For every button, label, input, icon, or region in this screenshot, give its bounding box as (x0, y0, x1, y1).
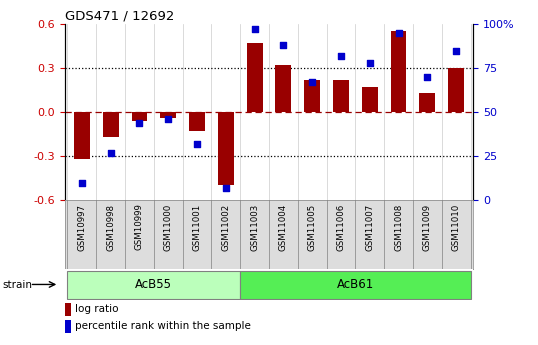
Text: GSM11006: GSM11006 (336, 204, 345, 251)
Point (337, 53, 345, 59)
Text: log ratio: log ratio (75, 304, 118, 314)
Text: GSM10998: GSM10998 (106, 204, 115, 250)
Text: strain: strain (3, 280, 33, 289)
Point (452, 48, 461, 53)
Point (365, 60, 374, 66)
Text: GSM11001: GSM11001 (193, 204, 202, 251)
Text: GSM11003: GSM11003 (250, 204, 259, 251)
Bar (362, 87, 378, 112)
Bar (131, 112, 147, 121)
Text: GSM11010: GSM11010 (452, 204, 461, 251)
Point (308, 79, 316, 85)
Text: GSM10999: GSM10999 (135, 204, 144, 250)
Bar (65, 303, 71, 316)
Point (135, 120, 144, 126)
Point (77, 180, 86, 185)
Bar (218, 112, 233, 186)
Point (423, 74, 431, 80)
Text: percentile rank within the sample: percentile rank within the sample (75, 322, 251, 331)
Text: AcB55: AcB55 (136, 278, 172, 291)
Bar (67, 270, 240, 298)
Point (250, 27, 259, 32)
Bar (333, 80, 349, 112)
Bar (420, 93, 435, 112)
Bar (65, 320, 71, 333)
Bar (391, 31, 407, 112)
Point (222, 185, 230, 190)
Bar (305, 80, 320, 112)
Bar (247, 43, 263, 112)
Text: GSM10997: GSM10997 (77, 204, 86, 250)
Text: GSM11008: GSM11008 (394, 204, 403, 251)
Bar (275, 65, 291, 112)
Point (107, 150, 115, 155)
Text: GSM11009: GSM11009 (423, 204, 432, 251)
Bar (448, 68, 464, 112)
Text: GSM11002: GSM11002 (221, 204, 230, 251)
Bar (189, 112, 205, 131)
Text: AcB61: AcB61 (337, 278, 374, 291)
Bar (240, 270, 471, 298)
Point (279, 42, 288, 48)
Text: GSM11007: GSM11007 (365, 204, 374, 251)
Point (193, 141, 201, 147)
Text: GSM11004: GSM11004 (279, 204, 288, 251)
Text: GSM11005: GSM11005 (308, 204, 317, 251)
Point (164, 116, 173, 122)
Bar (103, 112, 118, 137)
Text: GDS471 / 12692: GDS471 / 12692 (65, 10, 174, 23)
Point (394, 30, 403, 36)
Bar (160, 112, 176, 118)
Text: GSM11000: GSM11000 (164, 204, 173, 251)
Bar (74, 112, 90, 159)
